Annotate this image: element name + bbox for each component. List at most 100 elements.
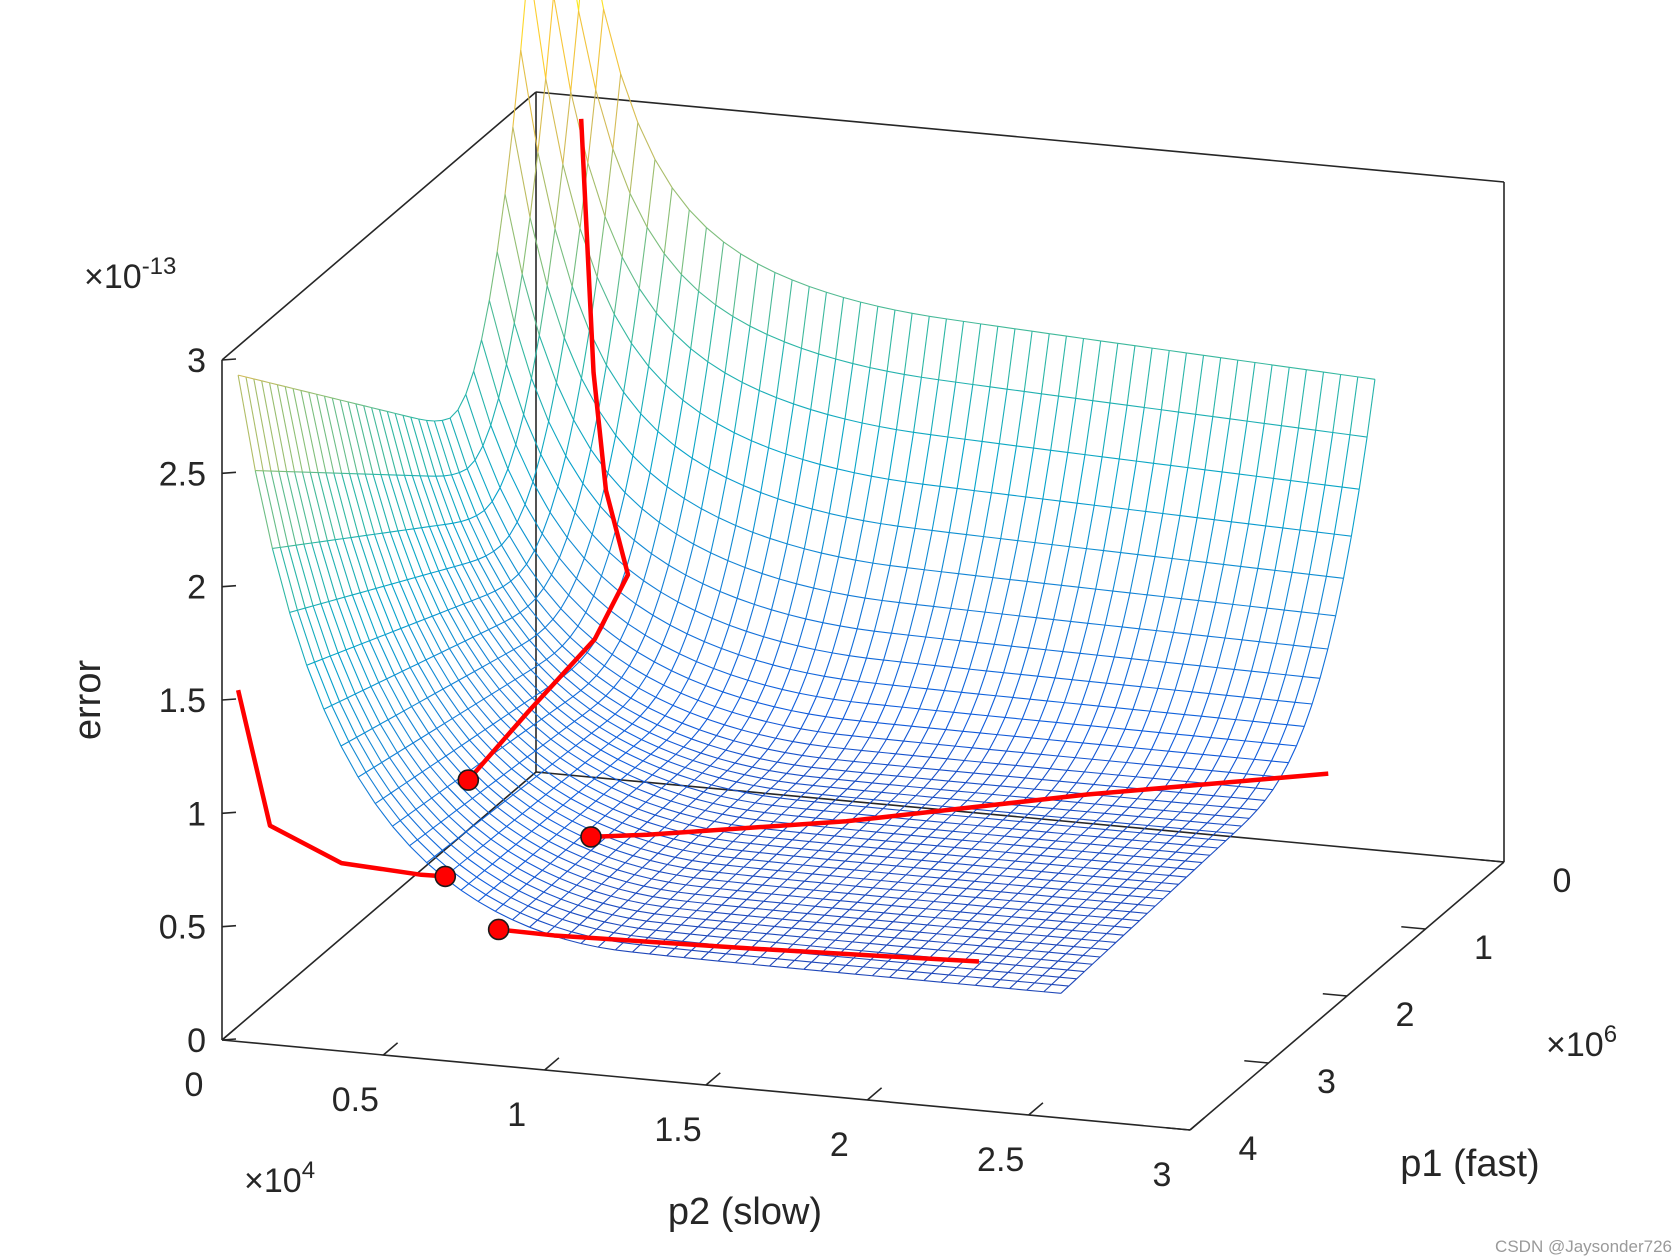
mesh-segment [357,771,367,778]
mesh-segment [650,859,668,866]
mesh-segment [997,325,1016,330]
mesh-segment [902,930,920,933]
mesh-segment [894,723,912,727]
mesh-segment [348,473,368,536]
mesh-segment [1075,338,1085,399]
mesh-segment [508,535,527,565]
mesh-segment [629,910,638,919]
mesh-segment [916,603,934,607]
mesh-segment [1137,511,1147,555]
mesh-segment [534,876,552,886]
mesh-segment [854,862,863,871]
mesh-segment [911,725,929,729]
mesh-segment [826,835,835,844]
mesh-segment [622,697,632,708]
mesh-segment [752,531,771,539]
mesh-segment [564,820,573,829]
mesh-segment [661,787,679,795]
mesh-segment [597,822,615,831]
mesh-segment [499,487,518,523]
mesh-segment [392,820,401,827]
mesh-segment [671,915,689,919]
mesh-segment [407,808,417,816]
mesh-segment [533,718,542,726]
mesh-segment [1201,854,1211,863]
mesh-segment [941,893,959,897]
mesh-segment [670,898,688,902]
mesh-segment [714,706,733,713]
mesh-segment [1316,484,1326,533]
mesh-segment [1012,925,1022,934]
mesh-segment [926,813,935,822]
mesh-segment [915,787,925,797]
mesh-segment [964,384,974,440]
mesh-segment [431,615,450,649]
mesh-segment [549,512,568,538]
mesh-segment [837,964,847,973]
mesh-segment [924,884,933,894]
mesh-segment [419,475,438,526]
mesh-segment [415,574,424,579]
mesh-segment [403,710,422,739]
mesh-segment [1036,617,1054,621]
mesh-segment [654,814,673,821]
mesh-segment [604,665,622,679]
mesh-segment [700,951,710,960]
y-tick-mark [1401,925,1426,930]
mesh-segment [419,701,438,729]
mesh-segment [390,787,400,794]
mesh-segment [1098,705,1116,709]
mesh-segment [799,824,809,833]
mesh-segment [1066,962,1076,971]
mesh-segment [1004,932,1014,941]
mesh-segment [559,757,578,770]
mesh-segment [669,780,687,788]
mesh-segment [910,922,928,926]
mesh-segment [552,618,571,638]
mesh-segment [580,942,599,948]
mesh-segment [1045,912,1055,921]
mesh-segment [625,752,644,762]
mesh-segment [569,768,578,776]
x-tick-label: 1.5 [654,1111,701,1149]
mesh-segment [988,734,998,750]
mesh-segment [1057,741,1067,757]
mesh-segment [280,545,289,548]
mesh-segment [506,679,516,685]
mesh-segment [1247,420,1265,424]
mesh-segment [554,164,564,229]
mesh-segment [1006,328,1016,390]
mesh-segment [922,483,941,487]
mesh-segment [1213,784,1222,796]
mesh-segment [1124,846,1142,850]
mesh-segment [587,910,596,918]
mesh-segment [371,407,390,475]
mesh-segment [366,535,385,587]
mesh-segment [703,791,721,797]
mesh-segment [862,772,881,775]
mesh-segment [517,730,527,737]
mesh-segment [1215,601,1233,605]
mesh-segment [505,649,514,655]
mesh-segment [974,977,984,986]
mesh-segment [894,842,904,851]
mesh-segment [587,800,597,809]
mesh-segment [398,581,418,623]
mesh-segment [983,889,1001,893]
mesh-segment [1115,934,1125,943]
mesh-segment [882,896,900,899]
mesh-segment [345,646,355,651]
mesh-segment [474,666,483,672]
mesh-segment [504,127,514,195]
mesh-segment [1207,602,1217,637]
mesh-segment [995,923,1005,932]
mesh-segment [1075,874,1094,877]
mesh-segment [786,504,796,544]
mesh-segment [1041,967,1051,977]
mesh-segment [715,838,734,843]
mesh-segment [1066,865,1084,869]
mesh-segment [592,755,611,767]
mesh-segment [1078,548,1087,588]
mesh-segment [623,343,632,393]
mesh-segment [879,863,897,867]
